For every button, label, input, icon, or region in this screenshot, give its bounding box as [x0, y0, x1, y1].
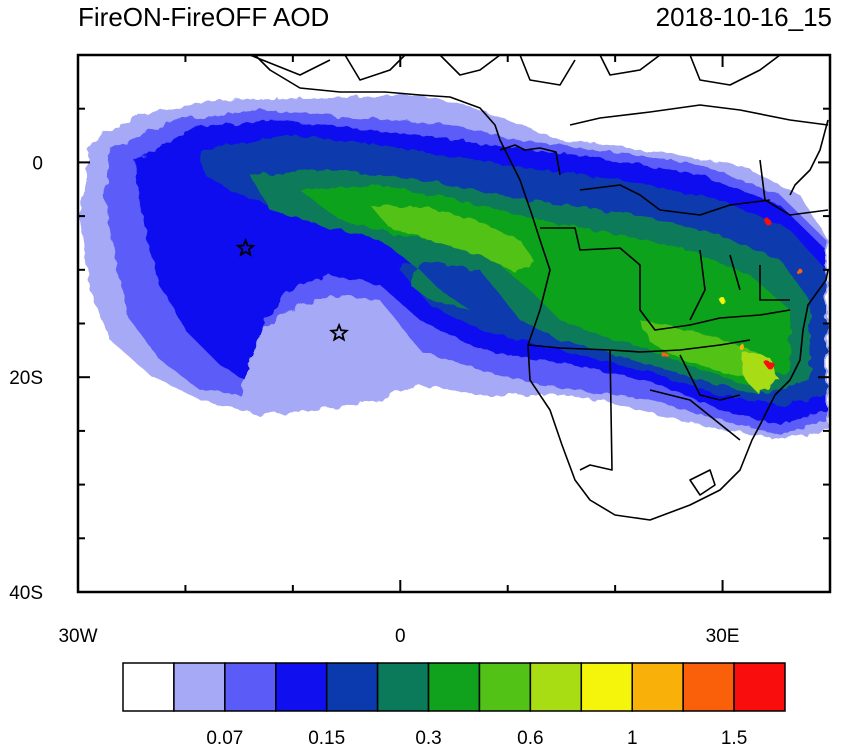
colorbar-label: 1 [627, 728, 638, 747]
colorbar-swatch [478, 662, 532, 712]
colorbar-swatch [682, 662, 735, 712]
colorbar-swatch [631, 662, 684, 712]
x-tick-label: 30E [706, 626, 740, 647]
map-title: FireON-FireOFF AOD [78, 2, 330, 32]
axis-tick-labels: 30W 0 30E 0 20S 40S [9, 153, 739, 647]
aod-plume [80, 95, 828, 440]
colorbar-label: 0.07 [206, 728, 243, 747]
axis-ticks [77, 54, 831, 593]
hotspots [662, 219, 801, 369]
colorbar-label: 0.15 [308, 728, 345, 747]
plume-level-7 [370, 205, 535, 272]
colorbar-swatch [122, 662, 175, 712]
colorbar-swatch [275, 662, 328, 712]
colorbar-label: 0.3 [415, 728, 441, 747]
x-tick-label: 0 [395, 626, 406, 647]
y-tick-label: 40S [9, 583, 43, 604]
y-tick-label: 0 [32, 153, 43, 174]
colorbar-swatch [580, 662, 633, 712]
coastlines [249, 55, 829, 521]
star-marker [235, 237, 256, 257]
plume-level-8 [740, 350, 778, 395]
station-markers [235, 237, 350, 342]
y-tick-label: 20S [9, 368, 43, 389]
colorbar-swatch [173, 662, 226, 712]
colorbar-swatch [733, 662, 786, 712]
colorbar-swatch [376, 662, 430, 712]
colorbar-label: 0.6 [517, 728, 543, 747]
plume-level-7b [640, 320, 770, 380]
colorbar: 0.07 0.15 0.3 0.6 1 1.5 [122, 662, 786, 747]
timestamp-label: 2018-10-16_15 [655, 2, 832, 32]
x-tick-label: 30W [58, 626, 97, 647]
colorbar-swatch [427, 662, 481, 712]
colorbar-swatch [529, 662, 583, 712]
colorbar-swatch [325, 662, 379, 712]
colorbar-label: 1.5 [721, 728, 747, 747]
star-marker [329, 322, 350, 342]
colorbar-swatch [224, 662, 277, 712]
